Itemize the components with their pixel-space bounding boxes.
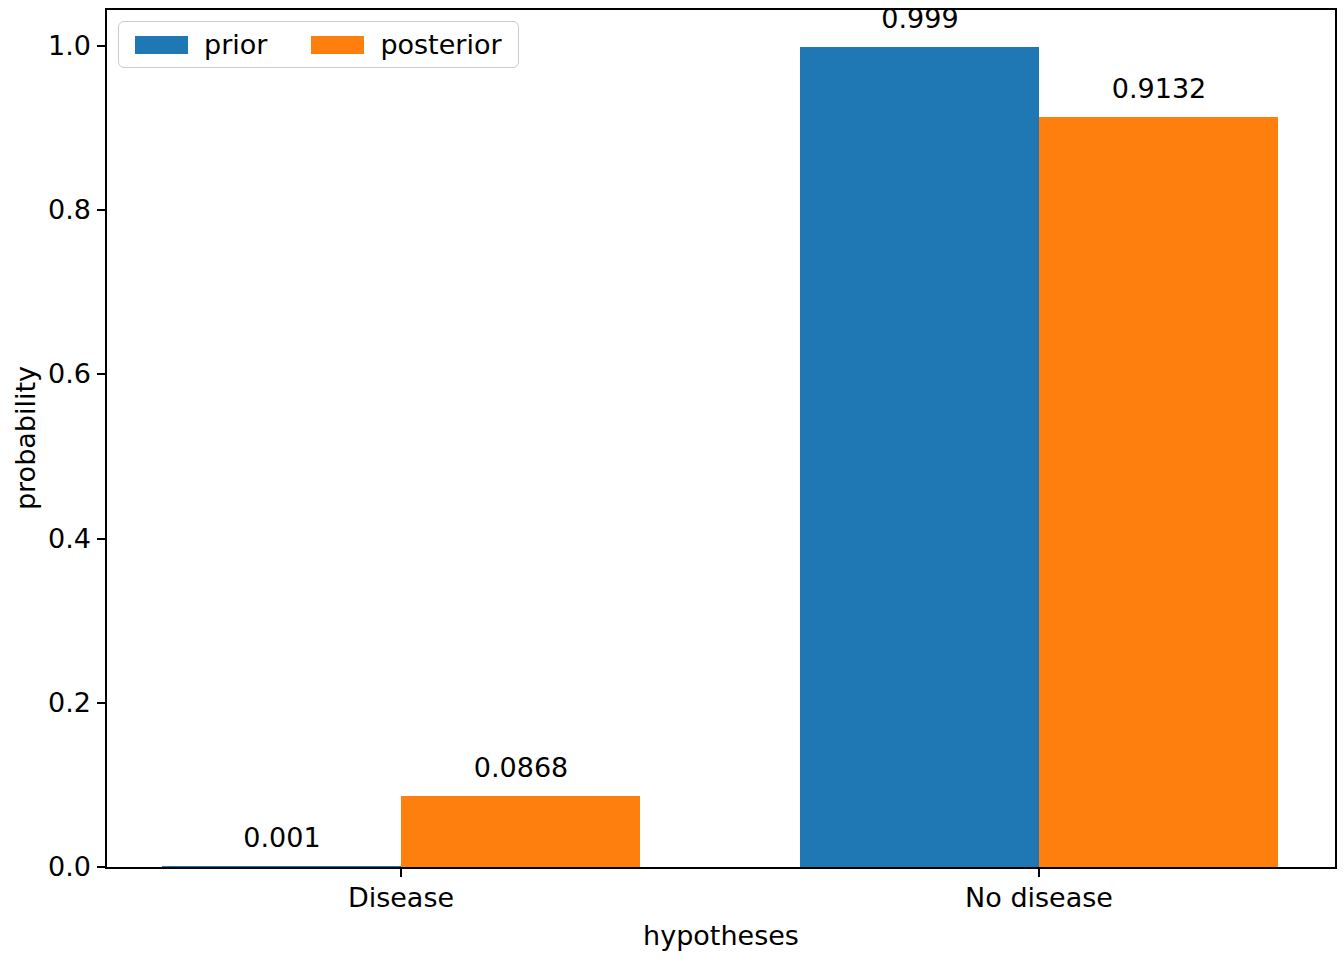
bar-posterior-disease (401, 796, 640, 867)
bar-value-label-posterior-disease: 0.0868 (474, 752, 568, 784)
x-axis-label: hypotheses (643, 920, 799, 952)
plot-area: 0.0010.9990.08680.9132 (105, 8, 1337, 869)
legend-swatch-posterior (311, 36, 364, 54)
x-tick-mark (1038, 869, 1040, 877)
bar-posterior-no-disease (1039, 117, 1278, 867)
y-axis-label: probability (10, 366, 42, 510)
legend-label-posterior: posterior (380, 27, 501, 62)
bar-chart-figure: 0.0010.9990.08680.9132 0.00.20.40.60.81.… (0, 0, 1344, 960)
legend-entry-posterior: posterior (311, 27, 501, 62)
y-tick-label: 0.4 (21, 523, 91, 555)
bar-prior-disease (162, 866, 401, 867)
x-tick-mark (400, 869, 402, 877)
bar-prior-no-disease (800, 47, 1039, 867)
y-tick-label: 1.0 (21, 30, 91, 62)
y-tick-mark (97, 538, 105, 540)
x-tick-label-no-disease: No disease (965, 882, 1113, 914)
bar-value-label-prior-no-disease: 0.999 (881, 3, 958, 35)
legend: prior posterior (118, 21, 519, 68)
y-tick-mark (97, 209, 105, 211)
y-tick-mark (97, 866, 105, 868)
y-tick-label: 0.0 (21, 851, 91, 883)
y-tick-label: 0.2 (21, 687, 91, 719)
y-tick-mark (97, 45, 105, 47)
bar-value-label-posterior-no-disease: 0.9132 (1112, 73, 1206, 105)
y-tick-mark (97, 373, 105, 375)
bar-value-label-prior-disease: 0.001 (243, 822, 320, 854)
y-tick-mark (97, 702, 105, 704)
y-tick-label: 0.8 (21, 194, 91, 226)
legend-label-prior: prior (204, 27, 267, 62)
legend-entry-prior: prior (135, 27, 267, 62)
legend-swatch-prior (135, 36, 188, 54)
x-tick-label-disease: Disease (348, 882, 454, 914)
